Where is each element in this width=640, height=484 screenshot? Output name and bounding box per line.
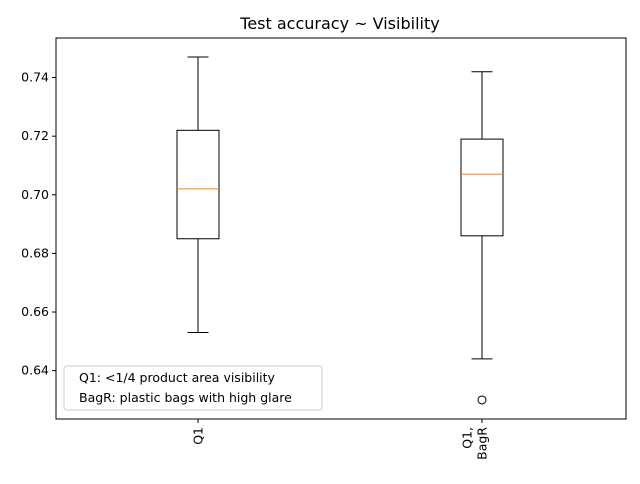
plot-frame (55, 37, 627, 420)
box-iqr (176, 129, 220, 240)
legend-frame (63, 365, 323, 411)
x-tick-label: Q1 (191, 427, 206, 445)
y-tick-label: 0.70 (21, 187, 49, 202)
legend: Q1: <1/4 product area visibility BagR: pl… (63, 365, 323, 411)
y-tick-label: 0.72 (21, 128, 49, 143)
outlier-point (477, 395, 487, 405)
y-tick-label: 0.64 (21, 363, 49, 378)
y-tick-label: 0.68 (21, 245, 49, 260)
legend-entry: BagR: plastic bags with high glare (79, 390, 292, 405)
boxes-layer (176, 56, 504, 405)
chart-title: Test accuracy ~ Visibility (239, 14, 439, 33)
box-group-2 (460, 71, 504, 405)
legend-entry: Q1: <1/4 product area visibility (79, 370, 276, 385)
y-tick-label: 0.74 (21, 70, 49, 85)
x-tick-label: BagR (475, 427, 490, 460)
x-axis: Q1 Q1, BagR (191, 419, 490, 460)
box-group-1 (176, 56, 220, 334)
x-tick-label: Q1, (460, 427, 475, 449)
y-axis: 0.64 0.66 0.68 0.70 0.72 0.74 (21, 70, 56, 378)
y-tick-label: 0.66 (21, 304, 49, 319)
box-iqr (460, 138, 504, 237)
